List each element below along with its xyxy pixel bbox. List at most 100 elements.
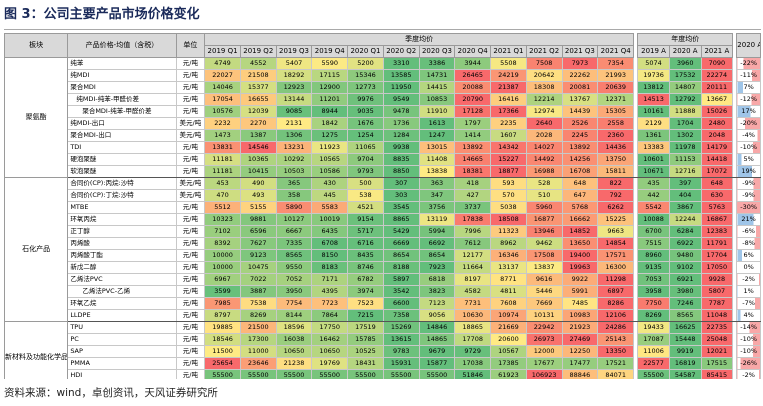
quarter-price-cell: 14854 bbox=[597, 237, 635, 250]
yoy-change-cell: 17% bbox=[736, 105, 761, 118]
quarter-price-cell: 11000 bbox=[239, 345, 277, 358]
header-product: 产品价格-均值（含税） bbox=[67, 33, 177, 58]
quarter-price-cell: 8771 bbox=[490, 273, 527, 286]
quarter-price-cell: 17521 bbox=[597, 357, 635, 370]
table-row: 新戊二醇 元/吨 10000 10475 9550 8183 8746 8188 7923 116… bbox=[5, 261, 761, 274]
unit-cell: 美元/吨 bbox=[175, 129, 206, 142]
annual-price-cell: 19433 bbox=[637, 321, 670, 334]
quarter-price-cell: 4395 bbox=[311, 285, 349, 298]
quarter-price-cell: 2245 bbox=[561, 129, 599, 142]
product-name: MTBE bbox=[67, 201, 177, 214]
table-row: PMMA 元/吨 25654 23646 21238 19769 18431 15931 158… bbox=[5, 357, 761, 370]
annual-price-cell: 12383 bbox=[700, 225, 734, 238]
quarter-price-cell: 500 bbox=[347, 177, 384, 190]
quarter-price-cell: 3944 bbox=[454, 57, 492, 70]
header-quarter: 2021 Q3 bbox=[561, 45, 599, 58]
quarter-price-cell: 17708 bbox=[454, 333, 492, 346]
quarter-price-cell: 10365 bbox=[239, 153, 277, 166]
quarter-price-cell: 7508 bbox=[525, 57, 563, 70]
quarter-price-cell: 1284 bbox=[382, 129, 420, 142]
quarter-price-cell: 7608 bbox=[490, 297, 527, 310]
annual-price-cell: 3980 bbox=[668, 285, 702, 298]
quarter-price-cell: 17385 bbox=[490, 357, 527, 370]
quarter-price-cell: 792 bbox=[597, 189, 635, 202]
quarter-price-cell: 7538 bbox=[239, 297, 277, 310]
yoy-change-cell: -14% bbox=[736, 321, 761, 334]
quarter-price-cell: 538 bbox=[347, 189, 384, 202]
quarter-price-cell: 11181 bbox=[204, 165, 241, 178]
quarter-price-cell: 14046 bbox=[204, 81, 241, 94]
product-name: 纯苯 bbox=[67, 57, 177, 70]
quarter-price-cell: 7731 bbox=[454, 297, 492, 310]
quarter-price-cell: 6692 bbox=[418, 237, 456, 250]
quarter-price-cell: 21669 bbox=[490, 321, 527, 334]
quarter-price-cell: 14546 bbox=[239, 141, 277, 154]
product-name: 乙烯法PVC bbox=[67, 273, 177, 286]
quarter-price-cell: 14436 bbox=[597, 141, 635, 154]
quarter-price-cell: 22942 bbox=[525, 321, 563, 334]
unit-cell: 元/吨 bbox=[175, 297, 206, 310]
annual-price-cell: 12792 bbox=[668, 93, 702, 106]
quarter-price-cell: 13231 bbox=[275, 141, 313, 154]
yoy-change-cell: -9% bbox=[736, 177, 761, 190]
quarter-price-cell: 7102 bbox=[204, 225, 241, 238]
quarter-price-cell: 7996 bbox=[454, 225, 492, 238]
quarter-price-cell: 6818 bbox=[418, 273, 456, 286]
quarter-price-cell: 493 bbox=[239, 189, 277, 202]
quarter-price-cell: 14731 bbox=[418, 69, 456, 82]
quarter-price-cell: 14439 bbox=[561, 105, 599, 118]
quarter-price-cell: 22027 bbox=[204, 69, 241, 82]
quarter-price-cell: 10565 bbox=[311, 153, 349, 166]
quarter-price-cell: 1275 bbox=[311, 129, 349, 142]
quarter-price-cell: 17054 bbox=[204, 93, 241, 106]
yoy-change-cell: -7% bbox=[736, 297, 761, 310]
annual-price-cell: 6921 bbox=[668, 273, 702, 286]
quarter-price-cell: 7354 bbox=[597, 57, 635, 70]
quarter-price-cell: 7627 bbox=[239, 237, 277, 250]
quarter-price-cell: 11923 bbox=[311, 141, 349, 154]
yoy-change-cell: -10% bbox=[736, 345, 761, 358]
header-quarter: 2019 Q2 bbox=[239, 45, 277, 58]
annual-price-cell: 5542 bbox=[637, 201, 670, 214]
product-name: PMMA bbox=[67, 357, 177, 370]
quarter-price-cell: 8865 bbox=[382, 213, 420, 226]
quarter-price-cell: 8654 bbox=[418, 249, 456, 262]
yoy-change-cell: -20% bbox=[736, 117, 761, 130]
header-quarterly-group: 季度均价 bbox=[204, 33, 635, 46]
quarter-price-cell: 17366 bbox=[490, 105, 527, 118]
annual-price-cell: 5763 bbox=[700, 201, 734, 214]
quarter-price-cell: 18596 bbox=[275, 321, 313, 334]
quarter-price-cell: 9154 bbox=[347, 213, 384, 226]
quarter-price-cell: 14492 bbox=[525, 153, 563, 166]
table-row: 正丁醇 元/吨 7102 6596 6667 6435 5717 5429 5994 7996 11… bbox=[5, 225, 761, 238]
quarter-price-cell: 55500 bbox=[418, 369, 456, 379]
annual-price-cell: 11888 bbox=[668, 105, 702, 118]
quarter-price-cell: 16462 bbox=[311, 333, 349, 346]
quarter-price-cell: 470 bbox=[204, 189, 241, 202]
quarter-price-cell: 13892 bbox=[561, 141, 599, 154]
unit-cell: 元/吨 bbox=[175, 321, 206, 334]
quarter-price-cell: 12177 bbox=[454, 249, 492, 262]
quarter-price-cell: 3823 bbox=[418, 285, 456, 298]
table-row: SAP 元/吨 11500 11000 10650 10650 10525 9783 9679 9… bbox=[5, 345, 761, 358]
annual-price-cell: 25048 bbox=[700, 333, 734, 346]
quarter-price-cell: 24286 bbox=[597, 321, 635, 334]
annual-price-cell: 22735 bbox=[700, 321, 734, 334]
product-name: 纯MDI-纯苯-甲醛价差 bbox=[67, 93, 177, 106]
annual-price-cell: 20111 bbox=[700, 81, 734, 94]
product-name: LLDPE bbox=[67, 309, 177, 322]
table-row: 合同价(CP):丁烷:沙特 美元/吨 470 493 358 445 538 303 347 42… bbox=[5, 189, 761, 202]
unit-cell: 元/吨 bbox=[175, 105, 206, 118]
table-row: 乙烯法PVC 元/吨 6967 7022 7052 7171 6782 5897 6818 819… bbox=[5, 273, 761, 286]
quarter-price-cell: 6708 bbox=[311, 237, 349, 250]
annual-price-cell: 13383 bbox=[637, 141, 670, 154]
quarter-price-cell: 25143 bbox=[597, 333, 635, 346]
annual-price-cell: 22274 bbox=[700, 69, 734, 82]
quarter-price-cell: 18877 bbox=[490, 165, 527, 178]
quarter-price-cell: 24219 bbox=[490, 69, 527, 82]
quarter-price-cell: 19400 bbox=[561, 249, 599, 262]
quarter-price-cell: 11323 bbox=[490, 225, 527, 238]
annual-price-cell: 17704 bbox=[700, 249, 734, 262]
quarter-price-cell: 21238 bbox=[275, 357, 313, 370]
quarter-price-cell: 5991 bbox=[561, 285, 599, 298]
